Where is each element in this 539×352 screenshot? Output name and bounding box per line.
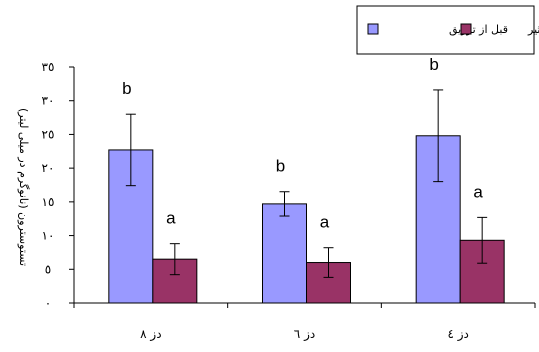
significance-label: a — [320, 213, 330, 232]
legend-frame — [356, 5, 535, 55]
legend-label-series-1: قبل از تزریق — [449, 23, 508, 37]
y-tick-label: ٢٥ — [42, 127, 55, 141]
y-tick-label: ٢٠ — [42, 161, 55, 175]
legend: قبل از تزریق قبل از تکثیر — [356, 5, 539, 55]
labels: b a دز ٨ b a دز ٦ b a دز ٤ — [122, 55, 483, 342]
y-tick-label: ٥ — [45, 262, 51, 276]
legend-swatch-series-1 — [367, 23, 379, 35]
y-tick-label: ٠ — [45, 296, 51, 310]
legend-label-series-2: قبل از تکثیر — [527, 23, 539, 36]
bar — [262, 203, 307, 304]
bars — [108, 89, 505, 304]
x-tick-label: دز ٦ — [294, 327, 315, 342]
bar — [108, 149, 154, 304]
x-tick-label: دز ٨ — [140, 327, 161, 342]
significance-label: a — [166, 209, 176, 228]
x-tick-label: دز ٤ — [447, 327, 468, 342]
legend-swatch-series-2 — [460, 23, 472, 35]
y-tick-label: ٣٥ — [42, 60, 55, 74]
y-tick-label: ١٠ — [42, 229, 55, 243]
y-tick-label: ١٥ — [42, 195, 55, 209]
significance-label: a — [473, 182, 483, 201]
y-tick-label: ٣٠ — [42, 94, 55, 108]
significance-label: b — [122, 79, 131, 98]
significance-label: b — [276, 157, 285, 176]
y-axis-label: تستوسترون (نانوگرم در میلی لیتر) — [17, 108, 30, 266]
significance-label: b — [429, 55, 438, 74]
